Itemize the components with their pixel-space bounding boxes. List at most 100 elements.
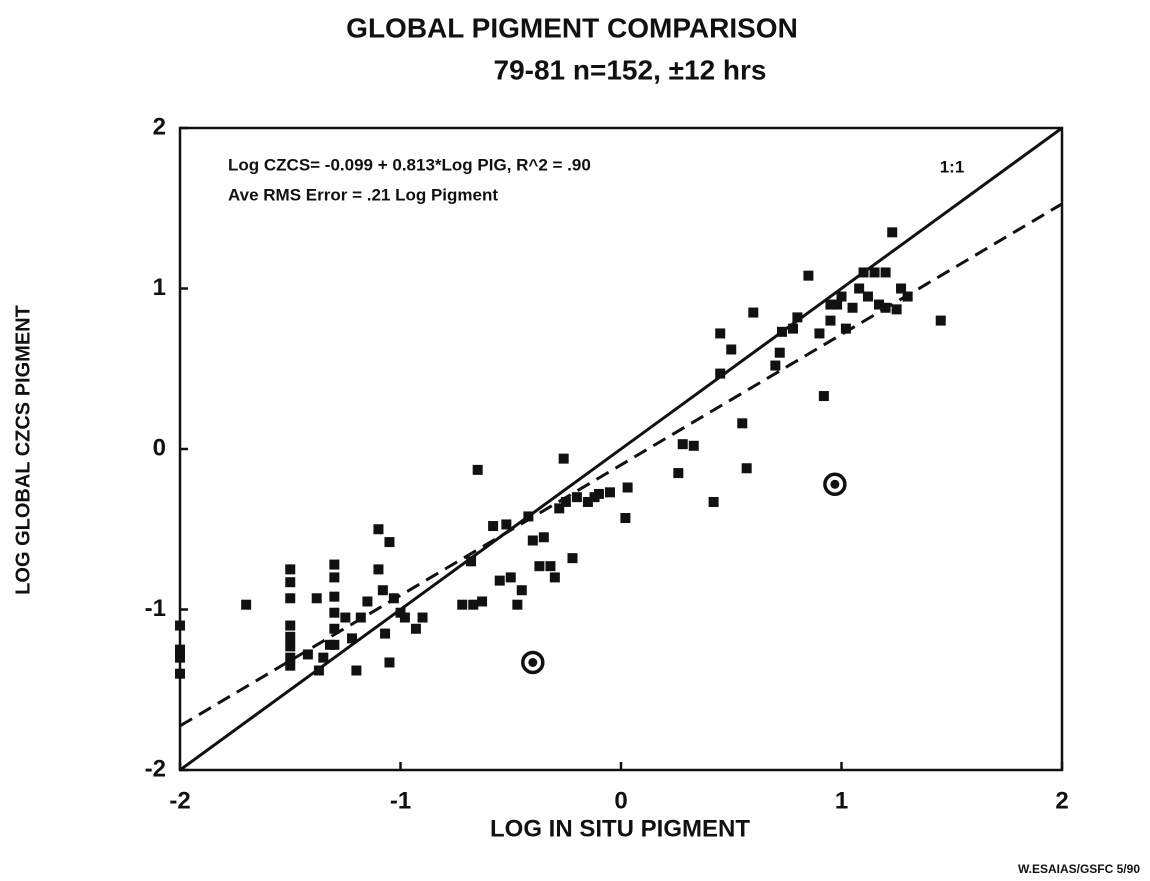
point xyxy=(854,283,865,294)
point xyxy=(554,503,565,514)
point xyxy=(880,302,891,313)
point xyxy=(527,535,538,546)
point xyxy=(534,561,545,572)
y-tick-label: -2 xyxy=(145,755,166,782)
point xyxy=(836,291,847,302)
y-tick-label: 2 xyxy=(153,113,166,140)
point xyxy=(457,599,468,610)
annotation: Log CZCS= -0.099 + 0.813*Log PIG, R^2 = … xyxy=(228,155,591,174)
point xyxy=(715,328,726,339)
point xyxy=(285,631,296,642)
point xyxy=(410,623,421,634)
point xyxy=(814,328,825,339)
point xyxy=(501,519,512,530)
point xyxy=(399,612,410,623)
y-tick-label: 0 xyxy=(153,434,166,461)
point xyxy=(887,227,898,238)
point xyxy=(466,556,477,567)
point xyxy=(935,315,946,326)
point xyxy=(329,591,340,602)
chart-title: GLOBAL PIGMENT COMPARISON xyxy=(346,12,798,43)
x-tick-label: -2 xyxy=(169,787,190,814)
point xyxy=(748,307,759,318)
reference-line xyxy=(179,202,1063,728)
point xyxy=(792,312,803,323)
point xyxy=(329,607,340,618)
point xyxy=(373,564,384,575)
point xyxy=(340,612,351,623)
credit: W.ESAIAS/GSFC 5/90 xyxy=(1018,862,1140,876)
point xyxy=(302,649,313,660)
point xyxy=(329,559,340,570)
point-circle xyxy=(823,472,847,497)
point xyxy=(604,487,615,498)
point xyxy=(318,652,329,663)
point xyxy=(776,326,787,337)
point xyxy=(774,347,785,358)
point xyxy=(329,623,340,634)
point xyxy=(818,391,829,402)
point xyxy=(384,657,395,668)
annotation: Ave RMS Error = .21 Log Pigment xyxy=(228,185,498,204)
point xyxy=(346,633,357,644)
point xyxy=(516,585,527,596)
point xyxy=(512,599,523,610)
point xyxy=(677,439,688,450)
point xyxy=(417,612,428,623)
point xyxy=(528,657,538,667)
point xyxy=(285,641,296,652)
point xyxy=(285,620,296,631)
point xyxy=(362,596,373,607)
point xyxy=(708,496,719,507)
point xyxy=(388,593,399,604)
point xyxy=(468,599,479,610)
point xyxy=(377,585,388,596)
point xyxy=(285,564,296,575)
point xyxy=(858,267,869,278)
point xyxy=(313,665,324,676)
point xyxy=(593,488,604,499)
point xyxy=(545,561,556,572)
point xyxy=(488,521,499,532)
point xyxy=(840,323,851,334)
point xyxy=(285,652,296,663)
point xyxy=(523,511,534,522)
point xyxy=(825,315,836,326)
y-tick-label: -1 xyxy=(145,595,166,622)
point xyxy=(803,270,814,281)
point xyxy=(285,577,296,588)
y-axis-label: LOG GLOBAL CZCS PIGMENT xyxy=(12,305,34,595)
point xyxy=(869,267,880,278)
point xyxy=(351,665,362,676)
point xyxy=(726,344,737,355)
point xyxy=(175,652,185,663)
point xyxy=(560,496,571,507)
point xyxy=(620,513,631,524)
y-tick-label: 1 xyxy=(153,274,166,301)
point xyxy=(538,532,549,543)
point xyxy=(175,644,185,655)
point xyxy=(862,291,873,302)
point xyxy=(380,628,391,639)
x-tick-label: 0 xyxy=(614,787,627,814)
point xyxy=(329,572,340,583)
point xyxy=(582,496,593,507)
point xyxy=(896,283,907,294)
point xyxy=(741,463,752,474)
x-tick-label: 1 xyxy=(835,787,848,814)
point-circle xyxy=(521,650,545,675)
point xyxy=(832,299,843,310)
point xyxy=(477,596,488,607)
point xyxy=(311,593,322,604)
point xyxy=(847,302,858,313)
point xyxy=(880,267,891,278)
point xyxy=(567,553,578,564)
point xyxy=(175,668,185,679)
point xyxy=(830,479,840,489)
point xyxy=(494,575,505,586)
point xyxy=(770,360,781,371)
x-axis-label: LOG IN SITU PIGMENT xyxy=(490,815,750,842)
point xyxy=(384,537,395,548)
x-tick-label: -1 xyxy=(390,787,411,814)
